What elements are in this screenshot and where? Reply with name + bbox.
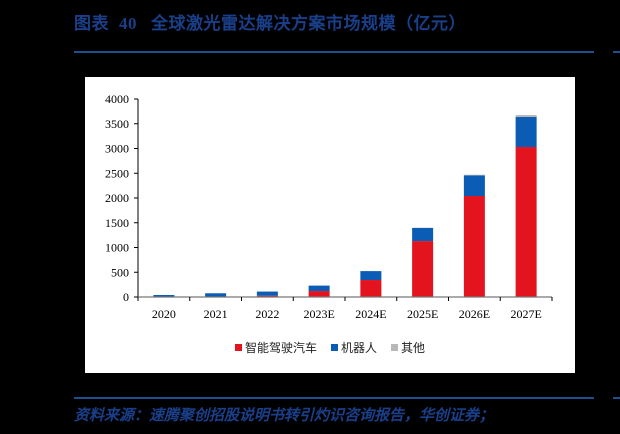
header-divider — [74, 51, 594, 53]
bar-segment — [308, 285, 330, 292]
bar-segment — [256, 295, 278, 297]
legend-item-autonomous: 智能驾驶汽车 — [234, 339, 317, 356]
legend-swatch-other — [391, 344, 398, 351]
footer-divider — [74, 397, 594, 399]
bar-segment — [308, 291, 330, 297]
bar-segment — [256, 291, 278, 296]
legend-label: 机器人 — [340, 341, 377, 355]
bar-segment — [360, 271, 382, 281]
chart-legend: 智能驾驶汽车 机器人 其他 — [85, 339, 575, 356]
bar-segment — [463, 196, 485, 297]
y-tick-label: 3000 — [105, 142, 129, 156]
y-tick-label: 0 — [123, 290, 129, 304]
x-tick-label: 2021 — [204, 307, 228, 321]
bar-segment — [463, 175, 485, 197]
edge-mark-top — [613, 51, 620, 53]
legend-swatch-robot — [330, 344, 338, 351]
y-tick-label: 3500 — [105, 117, 129, 131]
y-tick-label: 2500 — [105, 166, 129, 180]
figure-number: 40 — [119, 14, 137, 33]
bar-segment — [515, 115, 537, 118]
legend-swatch-autonomous — [234, 344, 242, 351]
x-tick-label: 2024E — [355, 307, 386, 321]
x-tick-label: 2027E — [510, 307, 541, 321]
source-note: 资料来源：速腾聚创招股说明书转引灼识咨询报告，华创证券； — [74, 408, 495, 424]
x-tick-label: 2026E — [459, 307, 490, 321]
y-tick-label: 1500 — [105, 216, 129, 230]
legend-label: 智能驾驶汽车 — [244, 341, 317, 355]
x-tick-label: 2025E — [407, 307, 438, 321]
chart-panel: 0 500 1000 1500 2000 2500 3000 3500 4000 2020 2021… — [85, 77, 575, 373]
bar-segment — [153, 295, 175, 297]
bar-segment — [205, 293, 227, 297]
y-tick-label: 1000 — [105, 241, 129, 255]
legend-label: 其他 — [401, 341, 426, 355]
figure-title-text: 全球激光雷达解决方案市场规模（亿元） — [151, 14, 466, 33]
bar-segment — [360, 280, 382, 297]
bar-segment — [515, 147, 537, 297]
legend-item-other: 其他 — [391, 339, 425, 356]
x-tick-label: 2020 — [152, 307, 176, 321]
y-tick-label: 2000 — [105, 191, 129, 205]
edge-mark-bottom — [613, 397, 620, 399]
figure-title: 图表 40 全球激光雷达解决方案市场规模（亿元） — [74, 9, 466, 34]
stacked-bar-chart: 0 500 1000 1500 2000 2500 3000 3500 4000 2020 2021… — [105, 92, 553, 321]
bar-segment — [412, 227, 434, 242]
figure-label: 图表 — [74, 14, 109, 33]
y-tick-label: 4000 — [105, 92, 129, 106]
bar-segment — [515, 117, 537, 148]
bar-segment — [463, 174, 485, 176]
y-tick-label: 500 — [111, 265, 129, 279]
x-tick-label: 2023E — [303, 307, 334, 321]
bar-segment — [412, 241, 434, 297]
x-tick-label: 2022 — [255, 307, 279, 321]
legend-item-robot: 机器人 — [330, 339, 377, 356]
